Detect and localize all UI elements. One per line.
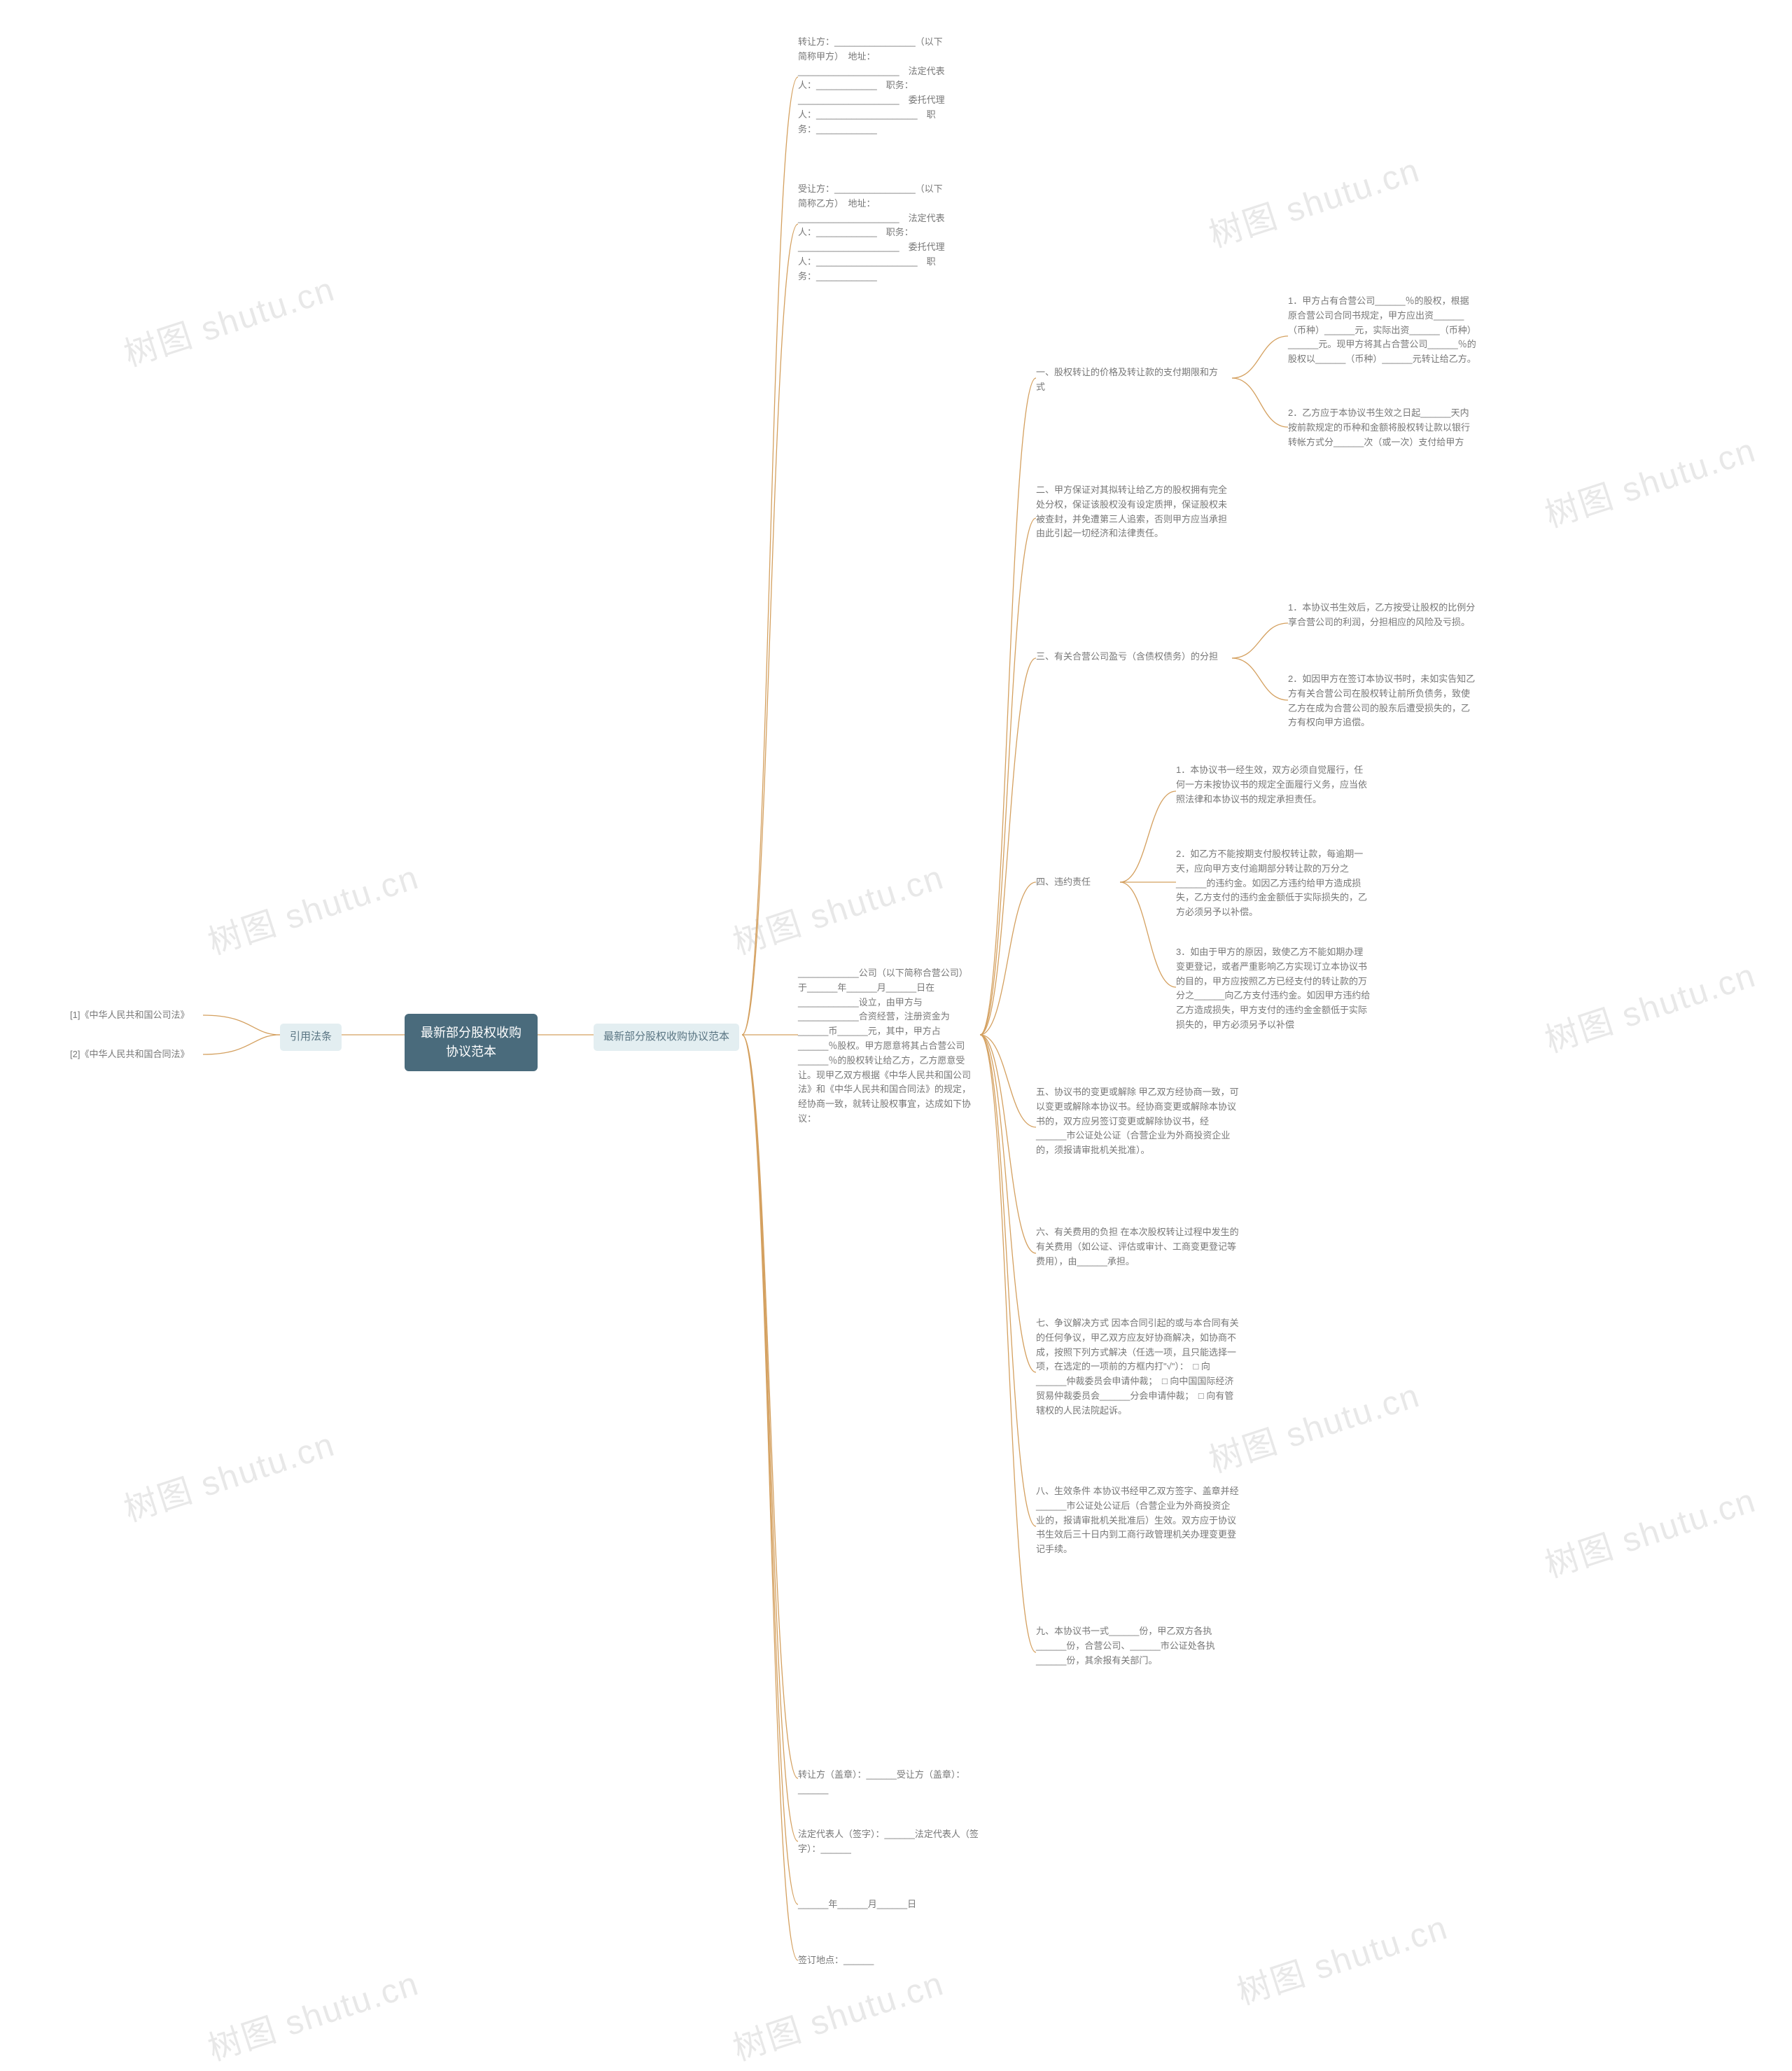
signature-rep: 法定代表人（签字）：______法定代表人（签字）：______ bbox=[798, 1827, 994, 1857]
watermark: 树图 shutu.cn bbox=[1202, 142, 1425, 256]
section-7: 七、争议解决方式 因本合同引起的或与本合同有关的任何争议，甲乙双方应友好协商解决… bbox=[1036, 1316, 1239, 1418]
section-3: 三、有关合营公司盈亏（含债权债务）的分担 bbox=[1036, 650, 1218, 664]
right-sub-node[interactable]: 最新部分股权收购协议范本 bbox=[594, 1024, 739, 1051]
watermark: 树图 shutu.cn bbox=[1538, 1472, 1761, 1587]
main-body: ____________公司（以下简称合营公司）于______年______月_… bbox=[798, 966, 976, 1127]
section-1-2: 2．乙方应于本协议书生效之日起______天内按前款规定的币种和金额将股权转让款… bbox=[1288, 406, 1477, 449]
place-line: 签订地点：______ bbox=[798, 1953, 874, 1968]
signature-seal: 转让方（盖章）：______受让方（盖章）：______ bbox=[798, 1768, 994, 1797]
section-9: 九、本协议书一式______份，甲乙双方各执______份，合营公司、_____… bbox=[1036, 1624, 1239, 1668]
section-2: 二、甲方保证对其拟转让给乙方的股权拥有完全处分权，保证该股权没有设定质押，保证股… bbox=[1036, 483, 1232, 541]
watermark: 树图 shutu.cn bbox=[117, 261, 340, 375]
watermark: 树图 shutu.cn bbox=[726, 1955, 949, 2070]
section-3-2: 2．如因甲方在签订本协议书时，未如实告知乙方有关合营公司在股权转让前所负债务，致… bbox=[1288, 672, 1477, 730]
section-1: 一、股权转让的价格及转让款的支付期限和方式 bbox=[1036, 365, 1225, 395]
section-6: 六、有关费用的负担 在本次股权转让过程中发生的有关费用（如公证、评估或审计、工商… bbox=[1036, 1225, 1239, 1269]
party-b-block: 受让方：________________（以下简称乙方） 地址：________… bbox=[798, 182, 945, 284]
section-8: 八、生效条件 本协议书经甲乙双方签字、盖章并经______市公证处公证后（合营企… bbox=[1036, 1484, 1239, 1557]
watermark: 树图 shutu.cn bbox=[201, 1955, 424, 2070]
watermark: 树图 shutu.cn bbox=[1538, 422, 1761, 536]
section-4-3: 3．如由于甲方的原因，致使乙方不能如期办理变更登记，或者严重影响乙方实现订立本协… bbox=[1176, 945, 1372, 1033]
section-5: 五、协议书的变更或解除 甲乙双方经协商一致，可以变更或解除本协议书。经协商变更或… bbox=[1036, 1085, 1239, 1158]
watermark: 树图 shutu.cn bbox=[726, 849, 949, 963]
watermark: 树图 shutu.cn bbox=[1538, 947, 1761, 1061]
left-sub-node[interactable]: 引用法条 bbox=[280, 1024, 342, 1051]
watermark: 树图 shutu.cn bbox=[201, 849, 424, 963]
root-node[interactable]: 最新部分股权收购协议范本 bbox=[405, 1014, 538, 1071]
party-a-block: 转让方：________________（以下简称甲方） 地址：________… bbox=[798, 35, 945, 137]
section-4-1: 1．本协议书一经生效，双方必须自觉履行，任何一方未按协议书的规定全面履行义务，应… bbox=[1176, 763, 1372, 807]
date-line: ______年______月______日 bbox=[798, 1897, 916, 1912]
section-4: 四、违约责任 bbox=[1036, 875, 1091, 890]
watermark: 树图 shutu.cn bbox=[1230, 1899, 1453, 2014]
section-3-1: 1．本协议书生效后，乙方按受让股权的比例分享合营公司的利润，分担相应的风险及亏损… bbox=[1288, 601, 1477, 630]
ref-1: [1]《中华人民共和国公司法》 bbox=[70, 1008, 189, 1023]
section-4-2: 2．如乙方不能按期支付股权转让款，每逾期一天，应向甲方支付逾期部分转让款的万分之… bbox=[1176, 847, 1372, 920]
section-1-1: 1．甲方占有合营公司______％的股权，根据原合营公司合同书规定，甲方应出资_… bbox=[1288, 294, 1477, 367]
watermark: 树图 shutu.cn bbox=[117, 1416, 340, 1530]
ref-2: [2]《中华人民共和国合同法》 bbox=[70, 1047, 189, 1062]
